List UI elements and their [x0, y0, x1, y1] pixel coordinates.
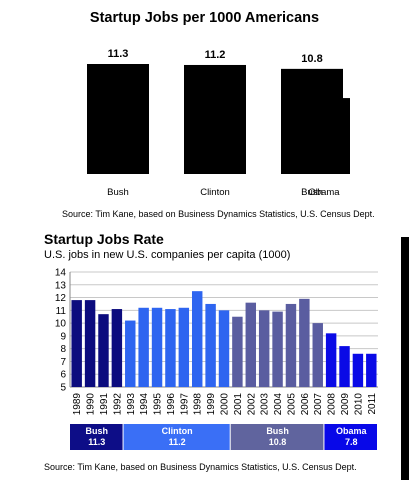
bottom-xtick-1997: 1997: [179, 393, 190, 416]
bottom-bar-1992: [111, 309, 123, 387]
bottom-xtick-1999: 1999: [206, 393, 217, 416]
bottom-bar-2004: [272, 311, 283, 387]
group-value-3: 7.8: [345, 437, 358, 447]
top-bar-value-0: 11.3: [108, 48, 129, 60]
bottom-xtick-2003: 2003: [260, 393, 271, 416]
bottom-bar-2010: [352, 353, 364, 387]
bottom-xtick-2008: 2008: [327, 393, 338, 416]
bottom-bar-2007: [312, 323, 323, 387]
top-chart-title: Startup Jobs per 1000 Americans: [89, 10, 320, 26]
bottom-xtick-2006: 2006: [300, 393, 311, 416]
top-chart-source: Source: Tim Kane, based on Business Dyna…: [62, 209, 375, 219]
bottom-bar-2002: [245, 302, 257, 387]
top-bar-category-1: Clinton: [200, 187, 230, 198]
top-bar-3: [298, 98, 350, 174]
bottom-bar-1993: [125, 320, 136, 387]
bottom-chart-subtitle: U.S. jobs in new U.S. companies per capi…: [44, 249, 291, 261]
bottom-xtick-2010: 2010: [353, 393, 364, 416]
bottom-xtick-2011: 2011: [367, 393, 378, 415]
bottom-ytick-12: 12: [55, 293, 67, 304]
bottom-ytick-10: 10: [55, 319, 67, 330]
bottom-ytick-8: 8: [60, 344, 66, 355]
bottom-xtick-2007: 2007: [313, 393, 324, 416]
bottom-bar-2008: [325, 333, 337, 387]
bottom-ytick-11: 11: [56, 306, 67, 317]
bottom-ytick-7: 7: [60, 357, 66, 368]
bottom-bar-1998: [191, 291, 203, 387]
bottom-xtick-2009: 2009: [340, 393, 351, 416]
bottom-xtick-1995: 1995: [153, 393, 164, 416]
top-bar-category-0: Bush: [107, 187, 129, 198]
bottom-bar-1996: [165, 309, 176, 387]
bottom-chart-title: Startup Jobs Rate: [44, 231, 164, 247]
group-value-1: 11.2: [169, 437, 186, 447]
group-value-2: 10.8: [269, 437, 287, 447]
bottom-xtick-1992: 1992: [112, 393, 123, 416]
bottom-bar-1997: [178, 307, 190, 387]
group-value-0: 11.3: [88, 437, 105, 447]
bottom-ytick-14: 14: [55, 268, 67, 279]
bottom-ytick-13: 13: [55, 280, 67, 291]
bottom-bar-1991: [98, 314, 109, 387]
bottom-xtick-1996: 1996: [166, 393, 177, 416]
bottom-bar-1995: [151, 307, 163, 387]
bottom-bar-2009: [339, 346, 350, 387]
bottom-bar-1999: [205, 303, 216, 387]
bottom-bar-2003: [258, 310, 270, 387]
bottom-bar-2001: [232, 316, 243, 387]
bottom-xtick-2001: 2001: [233, 393, 244, 416]
bottom-chart-source: Source: Tim Kane, based on Business Dyna…: [44, 462, 357, 472]
group-name-2: Bush: [266, 426, 289, 436]
bottom-ytick-6: 6: [60, 370, 66, 381]
bottom-xtick-2004: 2004: [273, 393, 284, 416]
top-bar-value-1: 11.2: [205, 49, 226, 61]
bottom-xtick-1989: 1989: [72, 393, 83, 416]
bottom-xtick-2005: 2005: [286, 393, 297, 416]
group-name-3: Obama: [336, 426, 368, 436]
top-bar-value-2: 10.8: [301, 53, 322, 65]
bottom-bar-2011: [366, 353, 377, 387]
bottom-xtick-1998: 1998: [193, 393, 204, 416]
bottom-xtick-1991: 1991: [99, 393, 110, 416]
bottom-xtick-2000: 2000: [220, 393, 231, 416]
top-bar-0: [87, 64, 149, 174]
group-box-1: [123, 424, 230, 450]
bottom-xtick-1990: 1990: [86, 393, 97, 416]
top-bar-value-3: 7.8: [316, 82, 331, 94]
bottom-xtick-1993: 1993: [126, 393, 137, 416]
group-box-0: [70, 424, 123, 450]
bottom-xtick-1994: 1994: [139, 393, 150, 416]
bottom-bar-1990: [84, 300, 96, 387]
bottom-bar-1989: [71, 300, 82, 387]
group-box-2: [230, 424, 324, 450]
right-edge-bar: [401, 237, 409, 480]
group-box-3: [324, 424, 377, 450]
group-name-0: Bush: [86, 426, 109, 436]
group-name-1: Clinton: [162, 426, 193, 436]
bottom-bar-2006: [299, 298, 310, 387]
top-bar-category-2: Bush: [301, 187, 323, 198]
bottom-bar-2000: [218, 310, 230, 387]
bottom-bar-2005: [285, 303, 297, 387]
bottom-ytick-9: 9: [60, 331, 66, 342]
bottom-xtick-2002: 2002: [246, 393, 257, 416]
bottom-ytick-5: 5: [60, 383, 66, 394]
top-bar-category-3: Obama: [308, 187, 340, 198]
top-bar-1: [184, 64, 246, 174]
bottom-bar-1994: [138, 307, 149, 387]
